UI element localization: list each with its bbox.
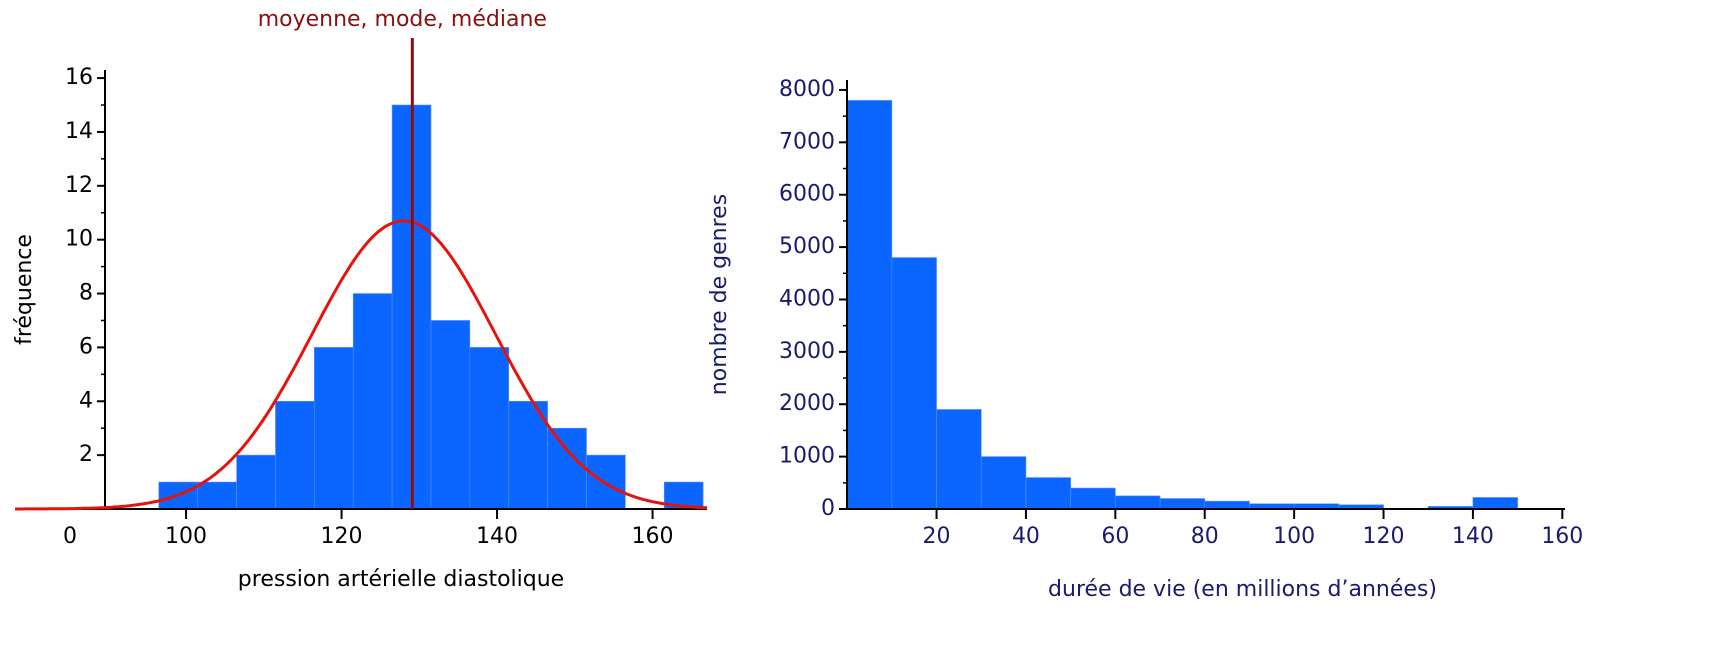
y-tick-label: 8 xyxy=(79,281,93,306)
x-tick-label: 80 xyxy=(1191,524,1219,549)
y-tick-label: 4000 xyxy=(779,286,835,311)
bar xyxy=(1025,477,1071,510)
y-tick-label: 5000 xyxy=(779,234,835,259)
y-tick-label: 16 xyxy=(65,65,93,90)
y-axis-label: fréquence xyxy=(12,234,37,345)
x-tick-label: 100 xyxy=(1273,524,1315,549)
y-tick-label: 4 xyxy=(79,388,93,413)
bar xyxy=(430,320,471,510)
x-tick-label: 120 xyxy=(1363,524,1405,549)
y-tick-label: 1000 xyxy=(779,444,835,469)
y-tick-label: 6000 xyxy=(779,182,835,207)
y-tick-label: 2 xyxy=(79,442,93,467)
x-tick-label: 20 xyxy=(923,524,951,549)
y-tick-label: 2000 xyxy=(779,391,835,416)
bar xyxy=(1472,497,1518,510)
bar xyxy=(1115,495,1161,510)
bar xyxy=(1070,487,1116,510)
y-tick-label: 0 xyxy=(821,496,835,521)
bar xyxy=(891,257,937,510)
x-tick-label: 140 xyxy=(1452,524,1494,549)
bar xyxy=(936,409,982,510)
x-tick-label: 160 xyxy=(632,524,674,549)
x-axis-label: durée de vie (en millions d’années) xyxy=(1048,577,1437,602)
x-tick-label: 120 xyxy=(321,524,363,549)
y-tick-label: 12 xyxy=(65,173,93,198)
x-origin-label: 0 xyxy=(63,524,77,549)
bar xyxy=(469,347,510,510)
normal-curve xyxy=(15,219,708,511)
bar xyxy=(547,427,587,510)
x-tick-label: 40 xyxy=(1012,524,1040,549)
y-axis-label: nombre de genres xyxy=(707,194,732,395)
bar xyxy=(508,400,548,510)
bar xyxy=(846,100,893,510)
bar xyxy=(980,456,1027,510)
x-tick-label: 140 xyxy=(476,524,518,549)
bar xyxy=(352,293,393,510)
y-tick-label: 3000 xyxy=(779,339,835,364)
bar xyxy=(197,481,237,510)
y-tick-label: 8000 xyxy=(779,77,835,102)
x-tick-label: 160 xyxy=(1541,524,1583,549)
x-tick-label: 60 xyxy=(1101,524,1129,549)
y-tick-label: 14 xyxy=(65,119,93,144)
y-tick-label: 7000 xyxy=(779,129,835,154)
x-axis-label: pression artérielle diastolique xyxy=(238,567,564,592)
y-tick-label: 10 xyxy=(65,227,93,252)
bar xyxy=(314,347,354,510)
bar xyxy=(1159,498,1206,510)
x-tick-label: 100 xyxy=(165,524,207,549)
y-tick-label: 6 xyxy=(79,334,93,359)
bar xyxy=(236,454,276,510)
bar xyxy=(1204,500,1250,510)
central-line-label: moyenne, mode, médiane xyxy=(258,7,547,32)
bar xyxy=(275,400,315,510)
